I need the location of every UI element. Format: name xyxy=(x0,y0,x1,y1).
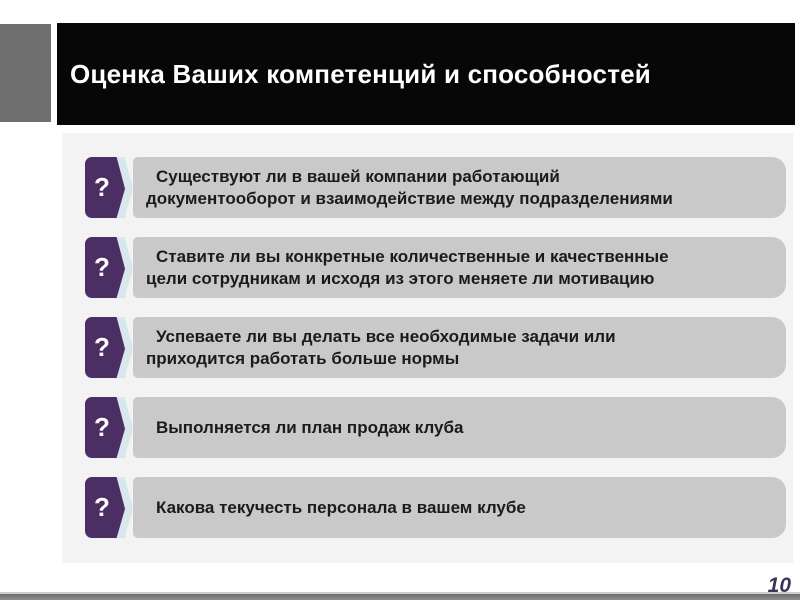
question-mark-icon: ? xyxy=(85,397,125,458)
page-number: 10 xyxy=(767,574,791,597)
question-text: Выполняется ли план продаж клуба xyxy=(156,417,464,437)
title-bar: Оценка Ваших компетенций и способностей xyxy=(57,23,795,125)
question-badge: ? xyxy=(85,397,133,458)
footer-bar xyxy=(0,592,800,600)
question-badge: ? xyxy=(85,317,133,378)
question-mark-glyph: ? xyxy=(94,492,110,522)
question-text: Успеваете ли вы делать все необходимые з… xyxy=(146,326,616,368)
question-item: ? Существуют ли в вашей компании работаю… xyxy=(85,157,786,218)
question-mark-icon: ? xyxy=(85,237,125,298)
question-item: ? Какова текучесть персонала в вашем клу… xyxy=(85,477,786,538)
question-mark-icon: ? xyxy=(85,477,125,538)
question-bar: Ставите ли вы конкретные количественные … xyxy=(133,237,786,298)
question-item: ? Успеваете ли вы делать все необходимые… xyxy=(85,317,786,378)
question-mark-glyph: ? xyxy=(94,332,110,362)
page-title: Оценка Ваших компетенций и способностей xyxy=(70,58,651,89)
question-bar: Какова текучесть персонала в вашем клубе xyxy=(133,477,786,538)
question-mark-glyph: ? xyxy=(94,412,110,442)
question-badge: ? xyxy=(85,477,133,538)
question-text: Какова текучесть персонала в вашем клубе xyxy=(156,497,526,517)
question-mark-icon: ? xyxy=(85,317,125,378)
content-panel: ? Существуют ли в вашей компании работаю… xyxy=(62,133,793,563)
question-bar: Существуют ли в вашей компании работающи… xyxy=(133,157,786,218)
question-item: ? Выполняется ли план продаж клуба xyxy=(85,397,786,458)
question-mark-glyph: ? xyxy=(94,252,110,282)
question-mark-icon: ? xyxy=(85,157,125,218)
question-text: Ставите ли вы конкретные количественные … xyxy=(146,246,669,288)
question-badge: ? xyxy=(85,237,133,298)
question-text: Существуют ли в вашей компании работающи… xyxy=(146,166,673,208)
question-item: ? Ставите ли вы конкретные количественны… xyxy=(85,237,786,298)
question-bar: Успеваете ли вы делать все необходимые з… xyxy=(133,317,786,378)
question-mark-glyph: ? xyxy=(94,172,110,202)
question-badge: ? xyxy=(85,157,133,218)
question-bar: Выполняется ли план продаж клуба xyxy=(133,397,786,458)
accent-square xyxy=(0,24,51,122)
